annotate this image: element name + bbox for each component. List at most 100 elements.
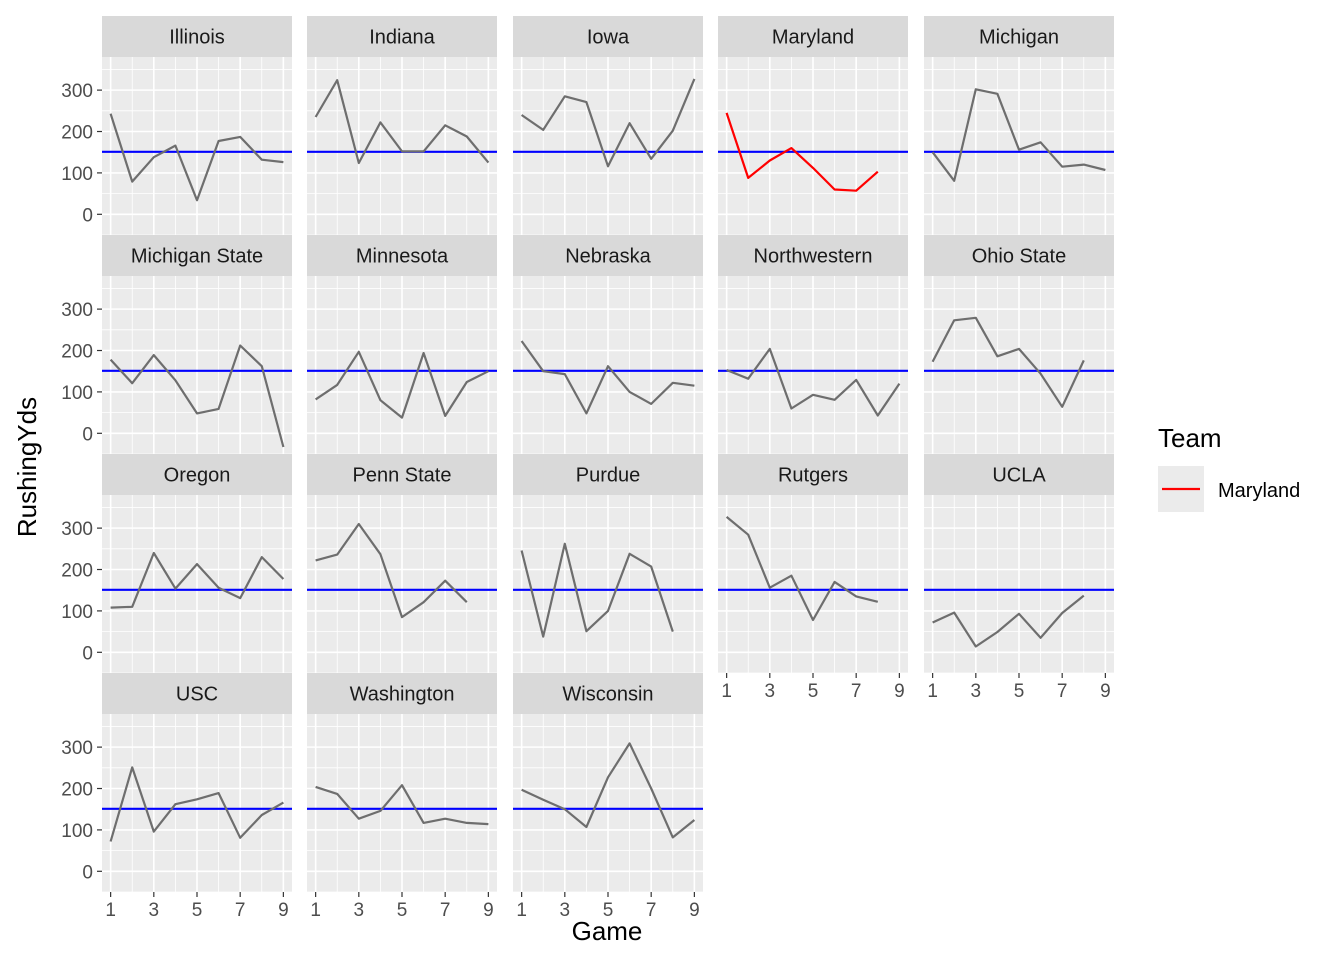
facet-panel-wisconsin: Wisconsin (513, 673, 703, 893)
series-line-usc (109, 766, 284, 842)
x-tick-label: 1 (927, 681, 938, 702)
y-tick-label: 300 (61, 519, 93, 540)
facet-strip-purdue (513, 454, 703, 495)
facet-strip-michigan (924, 16, 1114, 57)
facet-title-maryland: Maryland (772, 27, 854, 49)
facet-title-ucla: UCLA (992, 465, 1046, 487)
facet-title-oregon: Oregon (164, 465, 231, 487)
x-tick-label: 3 (149, 900, 160, 921)
x-tick-label: 9 (1100, 681, 1111, 702)
facet-strip-iowa (513, 16, 703, 57)
facet-strip-michigan-state (102, 235, 292, 276)
legend-title: Team (1158, 423, 1222, 453)
y-tick-label: 200 (61, 561, 93, 582)
x-tick-label: 5 (808, 681, 819, 702)
facet-strip-usc (102, 673, 292, 714)
x-tick-label: 5 (192, 900, 203, 921)
facet-panel-michigan: Michigan (924, 16, 1114, 236)
facet-title-wisconsin: Wisconsin (562, 684, 653, 706)
panels-layer: Illinois Indiana Iowa Maryland Michigan Michi… (102, 16, 1114, 893)
facet-title-nebraska: Nebraska (565, 246, 651, 268)
series-line-illinois (109, 113, 284, 202)
facet-panel-washington: Washington (307, 673, 497, 893)
facet-title-penn-state: Penn State (353, 465, 452, 487)
y-tick-label: 0 (82, 205, 93, 226)
series-line-michigan (931, 88, 1106, 182)
facet-panel-michigan-state: Michigan State (102, 235, 292, 455)
y-tick-label: 100 (61, 164, 93, 185)
series-line-nebraska (520, 340, 695, 415)
x-tick-label: 9 (689, 900, 700, 921)
facet-strip-illinois (102, 16, 292, 57)
x-tick-label: 3 (354, 900, 365, 921)
x-tick-label: 9 (278, 900, 289, 921)
y-tick-label: 300 (61, 300, 93, 321)
x-tick-label: 7 (646, 900, 657, 921)
series-line-purdue (520, 542, 674, 638)
facet-panel-nebraska: Nebraska (513, 235, 703, 455)
x-tick-label: 1 (105, 900, 116, 921)
x-tick-label: 5 (603, 900, 614, 921)
series-line-northwestern (726, 347, 901, 417)
series-line-penn-state (315, 522, 468, 619)
x-tick-label: 3 (560, 900, 571, 921)
series-line-rutgers (725, 516, 879, 622)
facet-strip-rutgers (718, 454, 908, 495)
series-line-indiana (314, 79, 490, 165)
facet-title-iowa: Iowa (587, 27, 630, 49)
x-tick-label: 7 (235, 900, 246, 921)
facet-title-usc: USC (176, 684, 218, 706)
x-tick-label: 5 (397, 900, 408, 921)
y-tick-label: 100 (61, 383, 93, 404)
facet-strip-indiana (307, 16, 497, 57)
facet-strip-washington (307, 673, 497, 714)
series-line-oregon (110, 551, 285, 609)
facet-title-washington: Washington (350, 684, 455, 706)
facet-panel-indiana: Indiana (307, 16, 497, 236)
x-tick-label: 1 (721, 681, 732, 702)
x-tick-label: 5 (1014, 681, 1025, 702)
facet-title-northwestern: Northwestern (754, 246, 873, 268)
facet-strip-nebraska (513, 235, 703, 276)
facet-strip-oregon (102, 454, 292, 495)
facet-panel-penn-state: Penn State (307, 454, 497, 674)
facet-strip-maryland (718, 16, 908, 57)
series-line-wisconsin (521, 742, 696, 839)
series-line-minnesota (314, 350, 489, 419)
facet-panel-rutgers: Rutgers (718, 454, 908, 674)
facet-strip-minnesota (307, 235, 497, 276)
facet-title-michigan: Michigan (979, 27, 1059, 49)
facet-panel-minnesota: Minnesota (307, 235, 497, 455)
x-tick-label: 3 (765, 681, 776, 702)
x-tick-label: 9 (483, 900, 494, 921)
facet-title-illinois: Illinois (169, 27, 225, 49)
series-line-washington (315, 784, 489, 826)
facet-strip-ohio-state (924, 235, 1114, 276)
x-tick-label: 1 (310, 900, 321, 921)
facet-panel-northwestern: Northwestern (718, 235, 908, 455)
facet-title-indiana: Indiana (369, 27, 435, 49)
facet-strip-penn-state (307, 454, 497, 495)
facet-title-ohio-state: Ohio State (972, 246, 1067, 268)
facet-panel-oregon: Oregon (102, 454, 292, 674)
facet-panel-usc: USC (102, 673, 292, 893)
facet-strip-northwestern (718, 235, 908, 276)
facet-title-rutgers: Rutgers (778, 465, 848, 487)
y-tick-label: 200 (61, 123, 93, 144)
facet-title-purdue: Purdue (576, 465, 641, 487)
y-tick-label: 0 (82, 862, 93, 883)
facet-panel-ucla: UCLA (924, 454, 1114, 674)
y-tick-label: 300 (61, 81, 93, 102)
facet-title-minnesota: Minnesota (356, 246, 449, 268)
x-tick-label: 7 (440, 900, 451, 921)
x-axis-title: Game (572, 916, 643, 946)
facet-title-michigan-state: Michigan State (131, 246, 263, 268)
y-tick-label: 200 (61, 342, 93, 363)
facet-panel-iowa: Iowa (513, 16, 703, 236)
legend-label-maryland: Maryland (1218, 480, 1300, 502)
facet-strip-ucla (924, 454, 1114, 495)
y-tick-label: 0 (82, 643, 93, 664)
y-tick-label: 100 (61, 821, 93, 842)
